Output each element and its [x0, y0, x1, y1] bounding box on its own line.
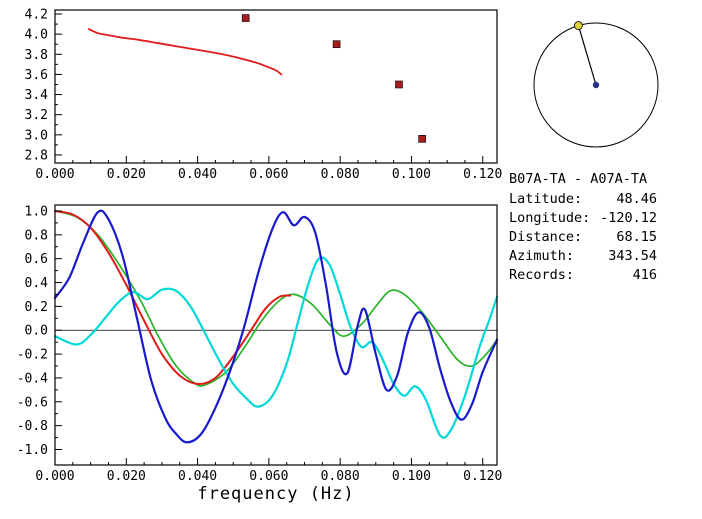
y-tick-label: 3.2: [25, 108, 48, 123]
longitude-value: -120.12: [600, 210, 657, 226]
azimuth-value: 343.54: [608, 248, 657, 264]
records-value: 416: [632, 267, 657, 283]
dial-needle: [577, 25, 597, 86]
x-tick-label: 0.120: [463, 469, 502, 484]
x-tick-label: 0.080: [321, 167, 360, 182]
marker-group-velocity-picks: [332, 40, 341, 49]
x-tick-label: 0.020: [107, 469, 146, 484]
y-tick-label: 0.4: [25, 276, 49, 291]
panel-correlation-functions: 0.000 0.020 0.040 0.060 0.080 0.100 0.120 -1.0 -…: [17, 204, 502, 484]
info-row-latitude: Latitude: 48.46: [509, 190, 657, 209]
marker-group-velocity-picks: [395, 80, 403, 89]
info-row-records: Records: 416: [509, 266, 657, 285]
y-tick-label: 0.8: [25, 228, 48, 243]
y-tick-label: -0.2: [17, 348, 48, 363]
x-tick-label: 0.100: [392, 167, 431, 182]
y-tick-label: 3.4: [25, 88, 49, 103]
x-tick-label: 0.080: [321, 469, 360, 484]
x-tick-label: 0.040: [178, 469, 217, 484]
x-tick-label: 0.060: [249, 469, 288, 484]
x-tick-label: 0.100: [392, 469, 431, 484]
series-green-curve: [54, 210, 498, 387]
x-tick-label: 0.060: [249, 167, 288, 182]
distance-value: 68.15: [616, 229, 657, 245]
station-info-panel: B07A-TA - A07A-TA Latitude: 48.46 Longit…: [509, 170, 657, 285]
dial-center-dot: [592, 81, 600, 89]
dial-station-marker: [574, 21, 583, 30]
x-tick-label: 0.040: [178, 167, 217, 182]
x-tick-label: 0.000: [35, 469, 74, 484]
panel-group-velocity-dispersion: 0.000 0.020 0.040 0.060 0.080 0.100 0.120 2.8 3.…: [25, 8, 503, 182]
y-tick-label: 4.0: [25, 28, 48, 43]
marker-group-velocity-picks: [241, 14, 250, 22]
marker-group-velocity-picks: [418, 135, 426, 143]
dial-circle: [533, 22, 659, 148]
longitude-label: Longitude:: [509, 210, 591, 226]
y-tick-label: 0.6: [25, 252, 48, 267]
y-tick-label: -0.8: [17, 419, 48, 434]
y-tick-label: 3.0: [25, 128, 48, 143]
y-tick-label: 3.6: [25, 68, 48, 83]
series-blue-curve: [53, 209, 499, 444]
y-tick-label: 0.0: [25, 324, 48, 339]
x-tick-label: 0.120: [463, 167, 502, 182]
y-tick-label: 2.8: [25, 148, 48, 163]
y-tick-label: -0.4: [17, 371, 48, 386]
info-row-distance: Distance: 68.15: [509, 228, 657, 247]
records-label: Records:: [509, 267, 575, 283]
x-tick-label: 0.020: [107, 167, 146, 182]
y-tick-label: 0.2: [25, 300, 48, 315]
plot-box: [54, 204, 498, 466]
latitude-value: 48.46: [616, 191, 657, 207]
y-tick-label: -0.6: [17, 395, 48, 410]
x-tick-label: 0.000: [35, 167, 74, 182]
azimuth-label: Azimuth:: [509, 248, 575, 264]
azimuth-dial: [533, 21, 659, 148]
distance-label: Distance:: [509, 229, 583, 245]
plot-box: [54, 9, 498, 164]
y-tick-label: -1.0: [17, 443, 48, 458]
x-axis-label: frequency (Hz): [197, 484, 355, 504]
y-tick-label: 1.0: [25, 204, 48, 219]
station-pair-title: B07A-TA - A07A-TA: [509, 171, 648, 187]
y-tick-label: 3.8: [25, 48, 48, 63]
series-cyan-curve: [53, 256, 499, 439]
series-dispersion-curve: [88, 28, 283, 76]
series-red-curve: [54, 210, 292, 385]
latitude-label: Latitude:: [509, 191, 583, 207]
info-row-azimuth: Azimuth: 343.54: [509, 247, 657, 266]
info-row-longitude: Longitude: -120.12: [509, 209, 657, 228]
y-tick-label: 4.2: [25, 8, 48, 23]
